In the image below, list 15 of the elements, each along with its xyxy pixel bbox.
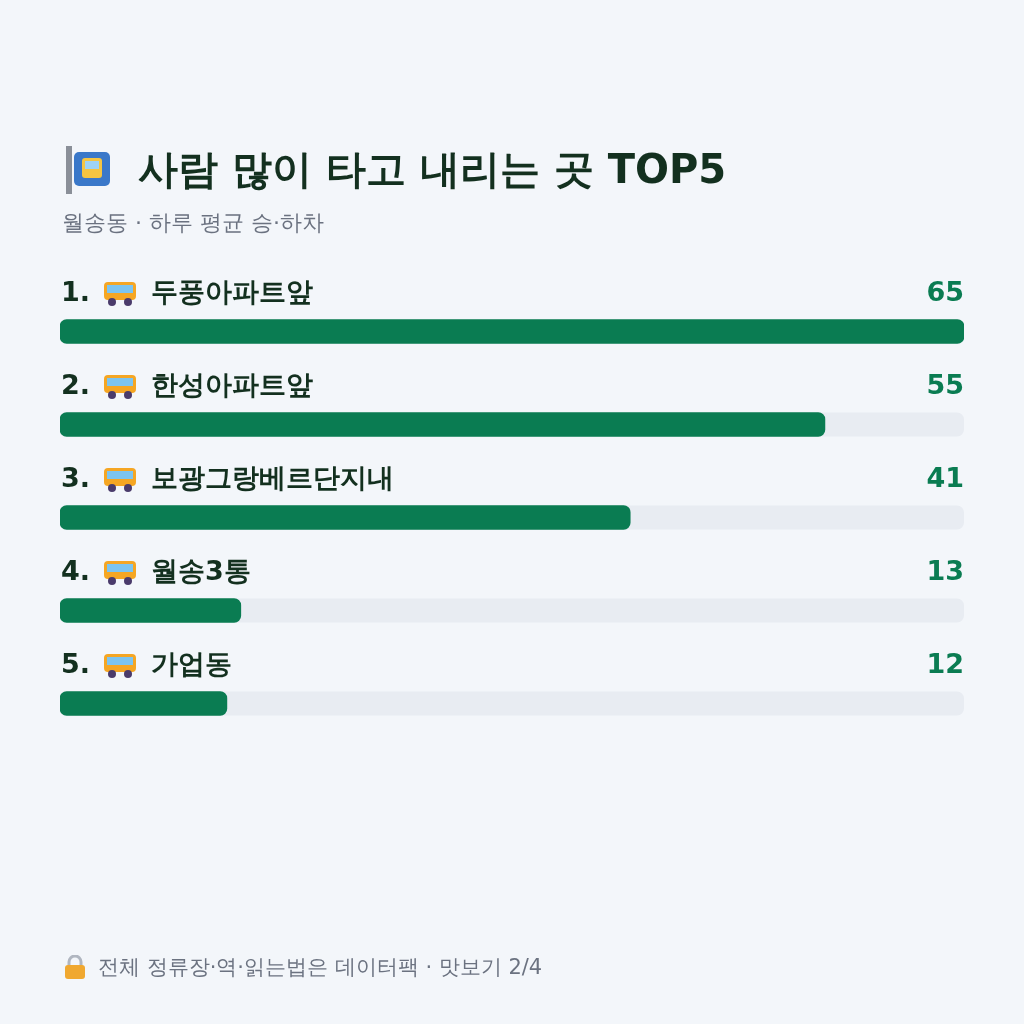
text: 전체 정류장·역·읽는법은 데이터팩 · 맛보기 2/4 [98, 954, 543, 981]
data-label: 12 [926, 647, 964, 679]
data-label: 41 [926, 461, 964, 493]
category-label: 2. 한성아파트앞 [61, 368, 314, 400]
bar [60, 691, 228, 716]
category-label: 1. 두풍아파트앞 [61, 275, 314, 307]
chart-subtitle: 월송동 · 하루 평균 승·하차 [62, 209, 324, 237]
data-label: 13 [926, 554, 964, 586]
chart-title: 사람 많이 타고 내리는 곳 TOP5 [138, 145, 727, 194]
category-label: 5. 가업동 [61, 647, 233, 679]
category-label: 4. 월송3통 [61, 554, 251, 586]
category-label: 3. 보광그랑베르단지내 [61, 461, 395, 493]
data-label: 55 [926, 368, 964, 400]
bar [60, 598, 242, 623]
data-label: 65 [926, 275, 964, 307]
